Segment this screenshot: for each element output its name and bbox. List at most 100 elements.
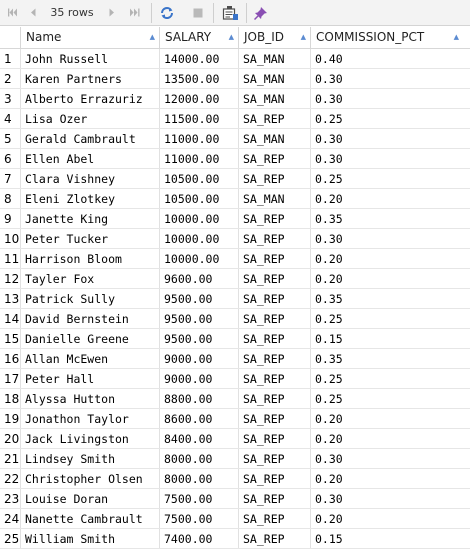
cell-name[interactable]: Ellen Abel	[21, 149, 160, 168]
cell-salary[interactable]: 8000.00	[160, 469, 239, 488]
cell-name[interactable]: Allan McEwen	[21, 349, 160, 368]
cell-commission-pct[interactable]: 0.30	[315, 232, 343, 246]
sort-icon[interactable]: ▲	[228, 33, 234, 41]
cell-salary[interactable]: 14000.00	[160, 49, 239, 68]
cell-salary[interactable]: 9000.00	[160, 369, 239, 388]
cell-salary[interactable]: 8400.00	[160, 429, 239, 448]
cell-salary[interactable]: 10500.00	[160, 189, 239, 208]
cell-job-id[interactable]: SA_REP	[239, 109, 311, 128]
sort-icon[interactable]: ▲	[453, 33, 459, 41]
cell-name[interactable]: Harrison Bloom	[21, 249, 160, 268]
cell-salary[interactable]: 7500.00	[160, 489, 239, 508]
cell-name[interactable]: Christopher Olsen	[21, 469, 160, 488]
table-row[interactable]: 18 Alyssa Hutton 8800.00 SA_REP 0.25	[0, 389, 470, 409]
cell-name[interactable]: Danielle Greene	[21, 329, 160, 348]
cell-job-id[interactable]: SA_REP	[239, 269, 311, 288]
cell-name[interactable]: Alyssa Hutton	[21, 389, 160, 408]
cell-commission-pct[interactable]: 0.25	[315, 372, 343, 386]
export-icon[interactable]	[220, 3, 240, 22]
cell-name[interactable]: Peter Hall	[21, 369, 160, 388]
cell-job-id[interactable]: SA_REP	[239, 169, 311, 188]
cell-name[interactable]: Eleni Zlotkey	[21, 189, 160, 208]
cell-commission-pct[interactable]: 0.30	[315, 72, 343, 86]
table-row[interactable]: 25 William Smith 7400.00 SA_REP 0.15	[0, 529, 470, 549]
table-row[interactable]: 19 Jonathon Taylor 8600.00 SA_REP 0.20	[0, 409, 470, 429]
cell-salary[interactable]: 11500.00	[160, 109, 239, 128]
cell-name[interactable]: Janette King	[21, 209, 160, 228]
cell-job-id[interactable]: SA_REP	[239, 249, 311, 268]
cell-job-id[interactable]: SA_REP	[239, 409, 311, 428]
cell-name[interactable]: Tayler Fox	[21, 269, 160, 288]
table-row[interactable]: 24 Nanette Cambrault 7500.00 SA_REP 0.20	[0, 509, 470, 529]
cell-name[interactable]: Jack Livingston	[21, 429, 160, 448]
column-header-salary[interactable]: SALARY ▲	[160, 27, 239, 48]
cell-salary[interactable]: 8600.00	[160, 409, 239, 428]
cell-commission-pct[interactable]: 0.25	[315, 112, 343, 126]
cell-commission-pct[interactable]: 0.25	[315, 172, 343, 186]
cell-job-id[interactable]: SA_REP	[239, 149, 311, 168]
table-row[interactable]: 4 Lisa Ozer 11500.00 SA_REP 0.25	[0, 109, 470, 129]
cell-salary[interactable]: 11000.00	[160, 129, 239, 148]
cell-name[interactable]: Gerald Cambrault	[21, 129, 160, 148]
cell-name[interactable]: Lisa Ozer	[21, 109, 160, 128]
cell-commission-pct[interactable]: 0.30	[315, 92, 343, 106]
cell-salary[interactable]: 9500.00	[160, 329, 239, 348]
cell-commission-pct[interactable]: 0.35	[315, 292, 343, 306]
cell-job-id[interactable]: SA_MAN	[239, 49, 311, 68]
cell-name[interactable]: Louise Doran	[21, 489, 160, 508]
cell-salary[interactable]: 9000.00	[160, 349, 239, 368]
table-row[interactable]: 5 Gerald Cambrault 11000.00 SA_MAN 0.30	[0, 129, 470, 149]
table-row[interactable]: 12 Tayler Fox 9600.00 SA_REP 0.20	[0, 269, 470, 289]
cell-name[interactable]: Karen Partners	[21, 69, 160, 88]
sort-icon[interactable]: ▲	[149, 33, 155, 41]
stop-icon[interactable]	[190, 3, 206, 22]
cell-job-id[interactable]: SA_REP	[239, 369, 311, 388]
table-row[interactable]: 9 Janette King 10000.00 SA_REP 0.35	[0, 209, 470, 229]
cell-salary[interactable]: 7500.00	[160, 509, 239, 528]
cell-commission-pct[interactable]: 0.35	[315, 212, 343, 226]
cell-salary[interactable]: 10000.00	[160, 229, 239, 248]
cell-commission-pct[interactable]: 0.20	[315, 432, 343, 446]
cell-name[interactable]: David Bernstein	[21, 309, 160, 328]
last-page-icon[interactable]	[128, 3, 142, 22]
cell-commission-pct[interactable]: 0.15	[315, 532, 343, 546]
cell-name[interactable]: William Smith	[21, 529, 160, 548]
table-row[interactable]: 15 Danielle Greene 9500.00 SA_REP 0.15	[0, 329, 470, 349]
cell-commission-pct[interactable]: 0.35	[315, 352, 343, 366]
column-header-name[interactable]: Name ▲	[21, 27, 160, 48]
table-row[interactable]: 6 Ellen Abel 11000.00 SA_REP 0.30	[0, 149, 470, 169]
cell-commission-pct[interactable]: 0.25	[315, 312, 343, 326]
cell-commission-pct[interactable]: 0.20	[315, 412, 343, 426]
cell-job-id[interactable]: SA_REP	[239, 289, 311, 308]
cell-commission-pct[interactable]: 0.20	[315, 472, 343, 486]
cell-salary[interactable]: 10500.00	[160, 169, 239, 188]
cell-job-id[interactable]: SA_REP	[239, 209, 311, 228]
table-row[interactable]: 22 Christopher Olsen 8000.00 SA_REP 0.20	[0, 469, 470, 489]
cell-commission-pct[interactable]: 0.30	[315, 132, 343, 146]
cell-salary[interactable]: 7400.00	[160, 529, 239, 548]
cell-commission-pct[interactable]: 0.20	[315, 272, 343, 286]
table-row[interactable]: 3 Alberto Errazuriz 12000.00 SA_MAN 0.30	[0, 89, 470, 109]
table-row[interactable]: 10 Peter Tucker 10000.00 SA_REP 0.30	[0, 229, 470, 249]
cell-salary[interactable]: 10000.00	[160, 249, 239, 268]
table-row[interactable]: 16 Allan McEwen 9000.00 SA_REP 0.35	[0, 349, 470, 369]
cell-salary[interactable]: 10000.00	[160, 209, 239, 228]
cell-job-id[interactable]: SA_REP	[239, 229, 311, 248]
cell-job-id[interactable]: SA_REP	[239, 509, 311, 528]
cell-job-id[interactable]: SA_MAN	[239, 189, 311, 208]
cell-name[interactable]: John Russell	[21, 49, 160, 68]
cell-salary[interactable]: 9600.00	[160, 269, 239, 288]
table-row[interactable]: 1 John Russell 14000.00 SA_MAN 0.40	[0, 49, 470, 69]
table-row[interactable]: 20 Jack Livingston 8400.00 SA_REP 0.20	[0, 429, 470, 449]
cell-name[interactable]: Jonathon Taylor	[21, 409, 160, 428]
table-row[interactable]: 21 Lindsey Smith 8000.00 SA_REP 0.30	[0, 449, 470, 469]
cell-commission-pct[interactable]: 0.30	[315, 152, 343, 166]
cell-name[interactable]: Patrick Sully	[21, 289, 160, 308]
cell-job-id[interactable]: SA_REP	[239, 309, 311, 328]
cell-name[interactable]: Lindsey Smith	[21, 449, 160, 468]
cell-commission-pct[interactable]: 0.20	[315, 512, 343, 526]
table-row[interactable]: 7 Clara Vishney 10500.00 SA_REP 0.25	[0, 169, 470, 189]
cell-job-id[interactable]: SA_REP	[239, 389, 311, 408]
cell-salary[interactable]: 12000.00	[160, 89, 239, 108]
cell-job-id[interactable]: SA_MAN	[239, 89, 311, 108]
